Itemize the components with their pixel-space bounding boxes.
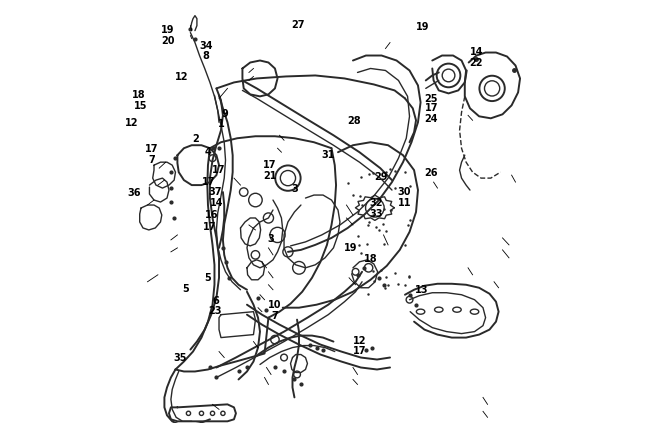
Text: 15: 15	[133, 100, 147, 111]
Text: 17: 17	[263, 160, 276, 170]
Text: 2: 2	[193, 134, 200, 144]
Text: 30: 30	[398, 187, 411, 197]
Text: 20: 20	[161, 36, 175, 46]
Text: 32: 32	[370, 198, 384, 208]
Text: 12: 12	[353, 336, 367, 346]
Text: 29: 29	[374, 172, 387, 182]
Text: 3: 3	[291, 184, 298, 194]
Text: 26: 26	[424, 168, 438, 178]
Text: 6: 6	[213, 296, 219, 306]
Text: 1: 1	[218, 119, 225, 129]
Text: 36: 36	[127, 188, 141, 198]
Text: 9: 9	[221, 109, 228, 119]
Text: 22: 22	[469, 58, 483, 68]
Text: 27: 27	[291, 20, 304, 30]
Text: 14: 14	[210, 198, 223, 208]
Text: 19: 19	[415, 22, 429, 32]
Text: 19: 19	[344, 243, 357, 253]
Text: 18: 18	[364, 254, 378, 264]
Text: 25: 25	[424, 94, 438, 104]
Text: 28: 28	[347, 116, 361, 126]
Text: 7: 7	[272, 310, 278, 321]
Text: 17: 17	[203, 222, 217, 232]
Text: 4: 4	[204, 147, 211, 157]
Text: 17: 17	[202, 176, 216, 187]
Text: 19: 19	[161, 25, 175, 35]
Text: 13: 13	[415, 285, 428, 295]
Text: 12: 12	[176, 72, 189, 82]
Text: 17: 17	[145, 145, 159, 154]
Text: 14: 14	[469, 47, 483, 57]
Text: 5: 5	[204, 273, 211, 282]
Text: 23: 23	[209, 306, 222, 316]
Text: 31: 31	[322, 150, 335, 160]
Text: 5: 5	[182, 284, 189, 294]
Text: 37: 37	[209, 187, 222, 197]
Text: 24: 24	[424, 114, 438, 124]
Text: 3: 3	[268, 234, 274, 245]
Text: 18: 18	[132, 89, 146, 100]
Text: 17: 17	[424, 103, 438, 114]
Text: 21: 21	[263, 170, 277, 181]
Text: 12: 12	[125, 118, 138, 128]
Text: 17: 17	[353, 346, 367, 357]
Text: 11: 11	[398, 198, 411, 208]
Text: 33: 33	[370, 209, 384, 219]
Text: 8: 8	[202, 51, 209, 61]
Text: 10: 10	[268, 300, 282, 310]
Text: 17: 17	[212, 165, 226, 175]
Text: 35: 35	[174, 353, 187, 363]
Text: 7: 7	[148, 156, 155, 165]
Text: 16: 16	[205, 210, 218, 220]
Text: 34: 34	[199, 41, 213, 51]
